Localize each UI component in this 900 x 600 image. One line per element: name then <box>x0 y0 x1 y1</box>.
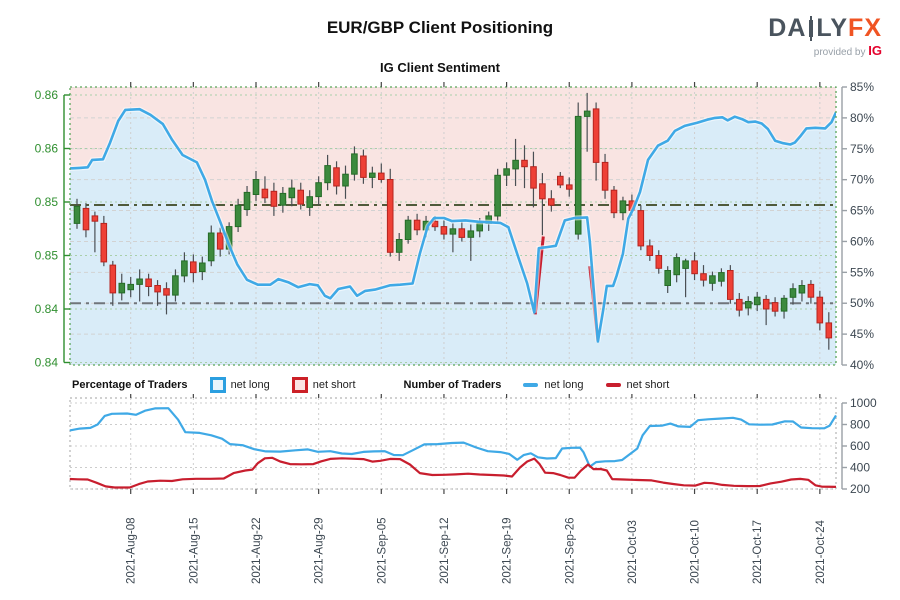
svg-text:2021-Oct-03: 2021-Oct-03 <box>627 520 639 584</box>
svg-text:2021-Sep-19: 2021-Sep-19 <box>502 518 514 585</box>
svg-text:0.84: 0.84 <box>35 302 59 316</box>
svg-text:40%: 40% <box>850 358 874 372</box>
svg-text:80%: 80% <box>850 111 874 125</box>
legend-num-net-short-label: net short <box>626 379 670 391</box>
legend-num-header: Number of Traders <box>403 379 502 391</box>
svg-text:2021-Oct-24: 2021-Oct-24 <box>815 519 827 584</box>
svg-text:800: 800 <box>850 418 870 432</box>
svg-text:2021-Oct-10: 2021-Oct-10 <box>690 520 702 584</box>
count-axis-labels: 1000 800 600 400 200 <box>850 396 877 496</box>
svg-text:1000: 1000 <box>850 396 877 410</box>
traders-plot <box>69 394 837 494</box>
date-axis-labels: 2021-Aug-08 2021-Aug-15 2021-Aug-22 2021-Au… <box>126 518 827 585</box>
svg-text:200: 200 <box>850 482 870 496</box>
legend-item-num-net-long: net long <box>523 379 584 391</box>
svg-text:85%: 85% <box>850 80 874 94</box>
svg-text:2021-Oct-17: 2021-Oct-17 <box>752 520 764 584</box>
traders-net-long-line <box>69 407 837 468</box>
svg-text:2021-Sep-05: 2021-Sep-05 <box>376 518 388 585</box>
provided-by-label: provided by <box>813 47 866 58</box>
net-short-line-icon <box>605 383 621 387</box>
logo-text-da: DA <box>768 14 807 42</box>
svg-text:2021-Sep-12: 2021-Sep-12 <box>439 518 451 585</box>
dailyfx-wordmark: DA LY FX <box>768 16 882 41</box>
net-short-box-icon <box>291 377 308 393</box>
net-long-pct-line <box>70 106 836 343</box>
svg-text:400: 400 <box>850 461 870 475</box>
price-axis-left <box>63 94 70 364</box>
legend-item-num-net-short: net short <box>605 379 670 391</box>
svg-text:2021-Aug-29: 2021-Aug-29 <box>314 518 326 585</box>
chart-legend: Percentage of Traders net long net short… <box>72 377 669 393</box>
page-title: EUR/GBP Client Positioning <box>326 18 554 37</box>
svg-text:45%: 45% <box>850 327 874 341</box>
logo-text-ly: LY <box>816 14 849 42</box>
svg-text:2021-Sep-26: 2021-Sep-26 <box>564 518 576 585</box>
svg-text:55%: 55% <box>850 265 874 279</box>
svg-text:75%: 75% <box>850 142 874 156</box>
provided-by: provided by IG <box>768 44 882 58</box>
logo-text-fx: FX <box>848 14 882 42</box>
svg-text:70%: 70% <box>850 173 874 187</box>
legend-pct-net-short-label: net short <box>312 379 356 391</box>
legend-item-pct-net-long: net long <box>209 377 270 393</box>
svg-text:0.85: 0.85 <box>35 195 59 209</box>
svg-text:2021-Aug-15: 2021-Aug-15 <box>188 518 200 585</box>
svg-text:600: 600 <box>850 439 870 453</box>
svg-text:60%: 60% <box>850 234 874 248</box>
legend-num-net-long-label: net long <box>544 379 584 391</box>
svg-text:2021-Aug-22: 2021-Aug-22 <box>251 518 263 585</box>
legend-pct-header: Percentage of Traders <box>72 379 188 391</box>
svg-text:0.86: 0.86 <box>35 142 59 156</box>
svg-text:65%: 65% <box>850 204 874 218</box>
candlestick-icon <box>809 16 814 41</box>
svg-text:50%: 50% <box>850 296 874 310</box>
pct-axis-right <box>841 86 847 366</box>
reference-lines <box>70 203 836 305</box>
ig-logo: IG <box>868 43 882 58</box>
count-axis-right <box>841 402 847 490</box>
svg-text:2021-Aug-08: 2021-Aug-08 <box>126 518 138 585</box>
net-long-box-icon <box>209 377 226 393</box>
dailyfx-logo: DA LY FX provided by IG <box>768 16 882 58</box>
legend-item-pct-net-short: net short <box>291 377 356 393</box>
svg-text:0.85: 0.85 <box>35 249 59 263</box>
svg-text:0.86: 0.86 <box>35 88 59 102</box>
chart-subtitle: IG Client Sentiment <box>380 60 500 75</box>
main-plot-border <box>69 82 837 366</box>
legend-pct-net-long-label: net long <box>230 379 270 391</box>
traders-net-short-line <box>69 456 837 489</box>
svg-text:0.84: 0.84 <box>35 356 59 370</box>
price-axis-labels: 0.86 0.86 0.85 0.85 0.84 0.84 <box>35 88 59 370</box>
pct-axis-labels: 85% 80% 75% 70% 65% 60% 55% 50% 45% 40% <box>850 80 874 372</box>
net-long-line-icon <box>523 383 539 387</box>
